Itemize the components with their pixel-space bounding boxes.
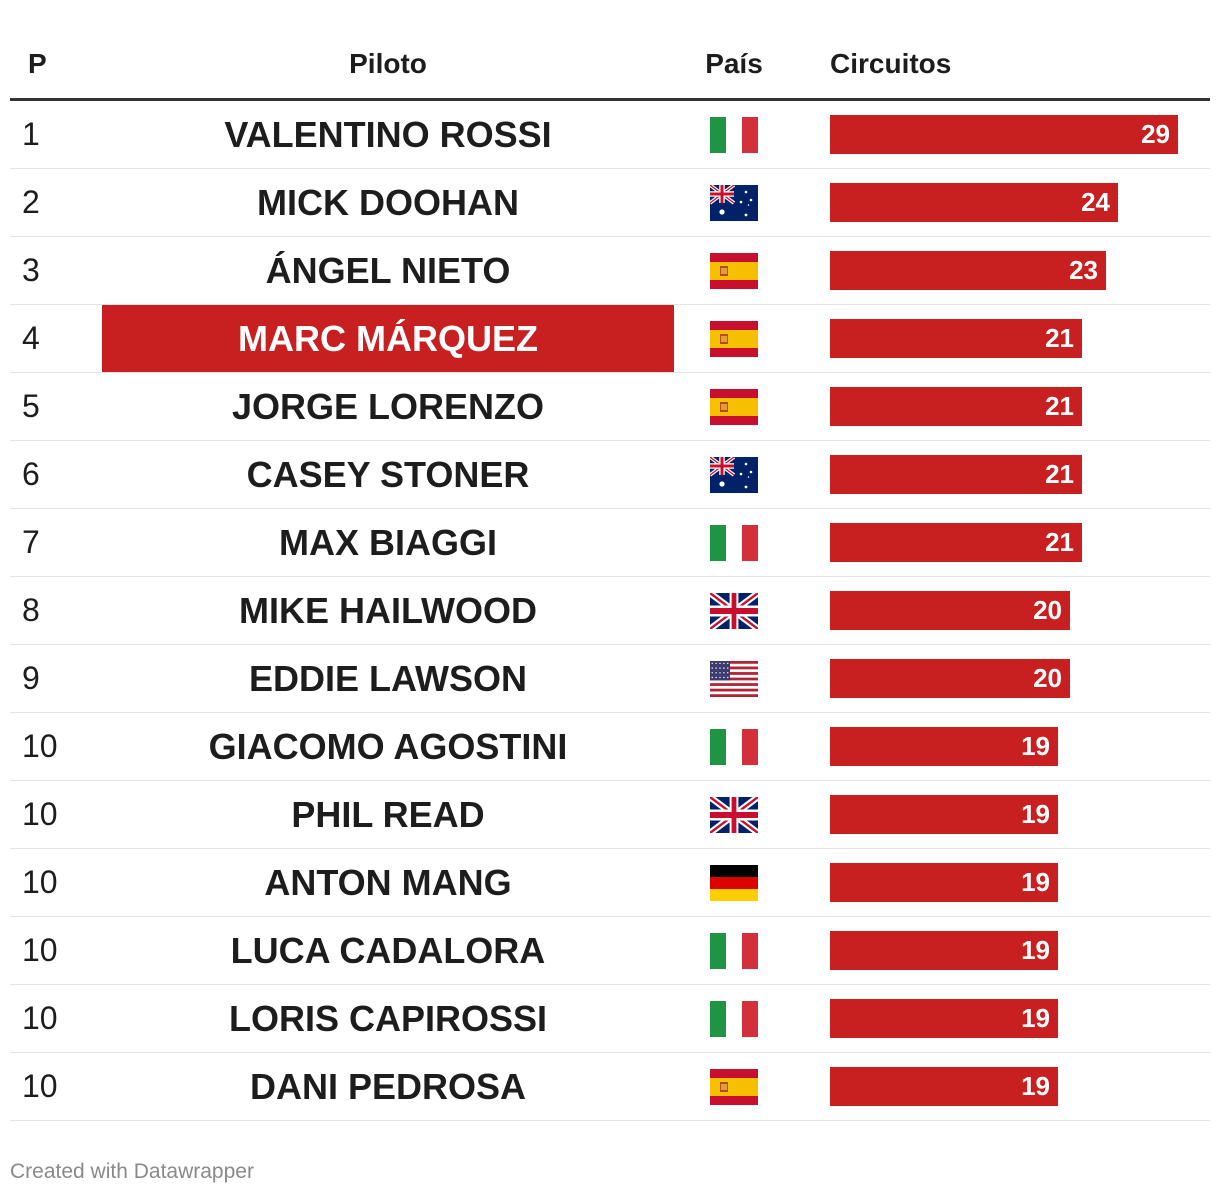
circuits-value: 21 xyxy=(1045,459,1074,489)
row-rider: EDDIE LAWSON xyxy=(248,658,527,699)
row-position: 6 xyxy=(22,456,40,492)
table-row: 2 MICK DOOHAN 24 xyxy=(10,169,1210,237)
spain-flag-icon xyxy=(710,1069,758,1105)
row-rider: JORGE LORENZO xyxy=(231,386,545,427)
circuits-bar: 19 xyxy=(830,795,1058,834)
spain-flag-icon xyxy=(710,253,758,289)
germany-flag-icon xyxy=(710,865,758,901)
circuits-value: 29 xyxy=(1141,119,1170,149)
row-position: 10 xyxy=(22,932,58,968)
table-row: 10 LORIS CAPIROSSI 19 xyxy=(10,985,1210,1053)
uk-flag-icon xyxy=(708,589,760,633)
table-row: 4 MARC MÁRQUEZ 21 xyxy=(10,305,1210,373)
row-position: 5 xyxy=(22,388,40,424)
header-rider: Piloto xyxy=(349,48,427,79)
row-position: 1 xyxy=(22,116,40,152)
italy-flag-icon xyxy=(710,1001,758,1037)
circuits-bar: 19 xyxy=(830,727,1058,766)
row-position: 7 xyxy=(22,524,40,560)
spain-flag-icon xyxy=(710,321,758,357)
header-circuits: Circuitos xyxy=(830,48,952,79)
table-row: 6 CASEY STONER 21 xyxy=(10,441,1210,509)
row-rider: MAX BIAGGI xyxy=(278,522,497,563)
circuits-value: 19 xyxy=(1021,799,1050,829)
circuits-bar: 21 xyxy=(830,455,1082,494)
italy-flag-icon xyxy=(710,117,758,153)
row-rider: GIACOMO AGOSTINI xyxy=(208,726,568,767)
row-rider: MIKE HAILWOOD xyxy=(239,590,537,631)
row-rider: CASEY STONER xyxy=(246,454,530,495)
uk-flag-icon xyxy=(708,793,760,837)
row-position: 10 xyxy=(22,728,58,764)
circuits-bar: 19 xyxy=(830,931,1058,970)
circuits-value: 20 xyxy=(1033,663,1062,693)
table-body: 1 VALENTINO ROSSI 29 2 MICK DOOHAN 24 3 ÁNGEL N… xyxy=(10,101,1210,1121)
circuits-bar: 29 xyxy=(830,115,1178,154)
circuits-value: 24 xyxy=(1081,187,1110,217)
header-country: País xyxy=(705,48,763,79)
table-row: 10 PHIL READ 19 xyxy=(10,781,1210,849)
table-row: 3 ÁNGEL NIETO 23 xyxy=(10,237,1210,305)
circuits-value: 21 xyxy=(1045,527,1074,557)
italy-flag-icon xyxy=(710,729,758,765)
circuits-value: 23 xyxy=(1069,255,1098,285)
table-row: 9 EDDIE LAWSON 20 xyxy=(10,645,1210,713)
circuits-bar: 19 xyxy=(830,1067,1058,1106)
circuits-bar: 20 xyxy=(830,591,1070,630)
row-position: 8 xyxy=(22,592,40,628)
row-position: 10 xyxy=(22,796,58,832)
spain-flag-icon xyxy=(710,389,758,425)
usa-flag-icon xyxy=(710,661,758,697)
table-row: 1 VALENTINO ROSSI 29 xyxy=(10,101,1210,169)
circuits-value: 19 xyxy=(1021,867,1050,897)
datawrapper-credit: Created with Datawrapper xyxy=(10,1160,254,1183)
row-position: 10 xyxy=(22,1068,58,1104)
row-rider: ÁNGEL NIETO xyxy=(265,250,511,291)
row-rider: ANTON MANG xyxy=(264,862,512,903)
australia-flag-icon xyxy=(708,183,758,221)
row-rider: LORIS CAPIROSSI xyxy=(228,998,548,1039)
row-position: 4 xyxy=(22,320,40,356)
circuits-bar: 20 xyxy=(830,659,1070,698)
circuits-value: 20 xyxy=(1033,595,1062,625)
row-position: 10 xyxy=(22,864,58,900)
table-row: 10 LUCA CADALORA 19 xyxy=(10,917,1210,985)
circuits-bar: 21 xyxy=(830,387,1082,426)
row-position: 9 xyxy=(22,660,40,696)
circuits-value: 19 xyxy=(1021,1071,1050,1101)
circuits-bar: 21 xyxy=(830,319,1082,358)
circuits-table: P Piloto País Circuitos 1 VALENTINO ROSSI… xyxy=(10,30,1210,1121)
row-rider: MICK DOOHAN xyxy=(257,182,519,223)
row-position: 2 xyxy=(22,184,40,220)
row-rider: DANI PEDROSA xyxy=(249,1066,527,1107)
table-row: 7 MAX BIAGGI 21 xyxy=(10,509,1210,577)
italy-flag-icon xyxy=(710,525,758,561)
row-position: 3 xyxy=(22,252,40,288)
row-rider: VALENTINO ROSSI xyxy=(224,114,552,155)
table-row: 5 JORGE LORENZO 21 xyxy=(10,373,1210,441)
row-rider-highlighted: MARC MÁRQUEZ xyxy=(102,305,674,372)
circuits-value: 19 xyxy=(1021,1003,1050,1033)
australia-flag-icon xyxy=(708,455,758,493)
table-row: 10 ANTON MANG 19 xyxy=(10,849,1210,917)
italy-flag-icon xyxy=(710,933,758,969)
circuits-bar: 21 xyxy=(830,523,1082,562)
table-header: P Piloto País Circuitos xyxy=(10,30,1210,101)
table-row: 10 DANI PEDROSA 19 xyxy=(10,1053,1210,1121)
circuits-bar: 19 xyxy=(830,999,1058,1038)
table-row: 8 MIKE HAILWOOD 20 xyxy=(10,577,1210,645)
row-rider: PHIL READ xyxy=(291,794,485,835)
header-position: P xyxy=(28,48,47,79)
circuits-value: 19 xyxy=(1021,731,1050,761)
circuits-bar: 24 xyxy=(830,183,1118,222)
circuits-bar: 23 xyxy=(830,251,1106,290)
circuits-value: 21 xyxy=(1045,391,1074,421)
table-row: 10 GIACOMO AGOSTINI 19 xyxy=(10,713,1210,781)
circuits-value: 19 xyxy=(1021,935,1050,965)
circuits-bar: 19 xyxy=(830,863,1058,902)
row-position: 10 xyxy=(22,1000,58,1036)
circuits-value: 21 xyxy=(1045,323,1074,353)
row-rider: LUCA CADALORA xyxy=(230,930,546,971)
